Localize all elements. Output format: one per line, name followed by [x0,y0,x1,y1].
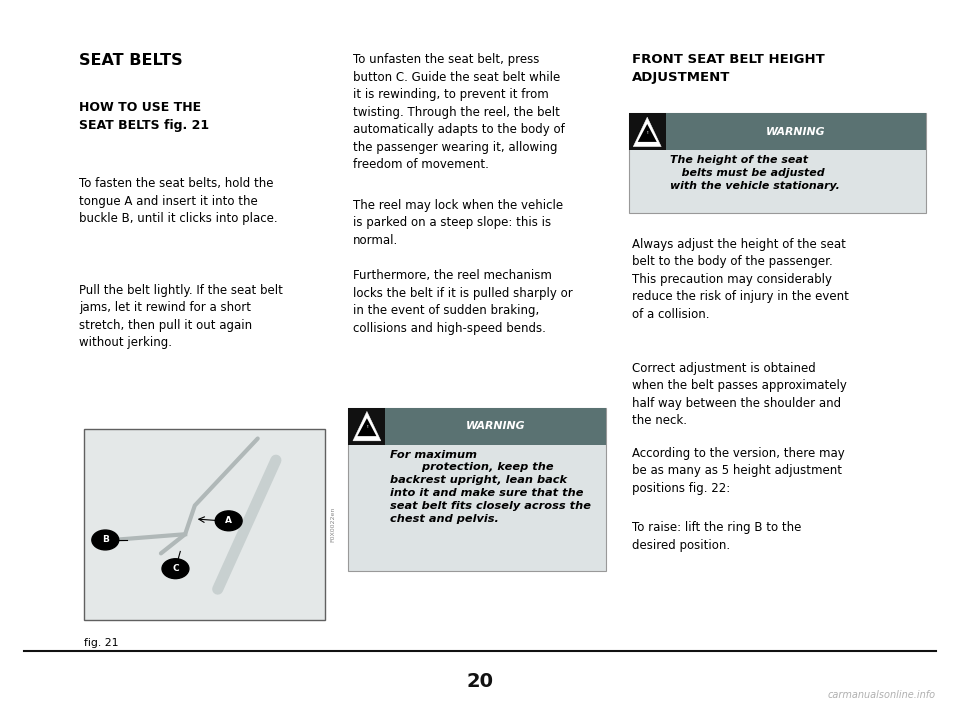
Text: To unfasten the seat belt, press
button C. Guide the seat belt while
it is rewin: To unfasten the seat belt, press button … [353,53,565,171]
Text: Pull the belt lightly. If the seat belt
jams, let it rewind for a short
stretch,: Pull the belt lightly. If the seat belt … [79,284,282,349]
FancyArrowPatch shape [218,460,276,589]
Circle shape [215,511,242,531]
Text: The reel may lock when the vehicle
is parked on a steep slope: this is
normal.: The reel may lock when the vehicle is pa… [353,199,564,247]
Circle shape [162,559,189,579]
Polygon shape [637,124,657,142]
Polygon shape [357,418,376,436]
Text: The height of the seat
   belts must be adjusted
with the vehicle stationary.: The height of the seat belts must be adj… [670,155,840,191]
Text: F0X0022en: F0X0022en [330,507,335,542]
FancyBboxPatch shape [629,113,926,213]
Text: To fasten the seat belts, hold the
tongue A and insert it into the
buckle B, unt: To fasten the seat belts, hold the tongu… [79,177,277,225]
FancyBboxPatch shape [665,113,926,150]
Text: SEAT BELTS: SEAT BELTS [79,53,182,68]
Text: Correct adjustment is obtained
when the belt passes approximately
half way betwe: Correct adjustment is obtained when the … [632,362,847,427]
Text: !: ! [366,425,368,429]
Text: To raise: lift the ring B to the
desired position.: To raise: lift the ring B to the desired… [632,521,801,552]
Text: WARNING: WARNING [466,421,525,431]
Text: carmanualsonline.info: carmanualsonline.info [828,691,936,700]
Text: FRONT SEAT BELT HEIGHT
ADJUSTMENT: FRONT SEAT BELT HEIGHT ADJUSTMENT [632,53,825,84]
Text: Always adjust the height of the seat
belt to the body of the passenger.
This pre: Always adjust the height of the seat bel… [632,238,849,320]
Text: fig. 21: fig. 21 [84,638,118,648]
FancyBboxPatch shape [385,408,606,445]
Text: WARNING: WARNING [766,127,826,137]
FancyBboxPatch shape [348,408,606,571]
Polygon shape [634,117,661,147]
FancyBboxPatch shape [629,113,665,150]
FancyBboxPatch shape [84,429,325,620]
Polygon shape [353,411,381,441]
Text: C: C [172,564,179,573]
Text: HOW TO USE THE
SEAT BELTS fig. 21: HOW TO USE THE SEAT BELTS fig. 21 [79,101,209,132]
Circle shape [92,530,119,550]
FancyBboxPatch shape [348,408,385,445]
Text: For maximum
        protection, keep the
backrest upright, lean back
into it and: For maximum protection, keep the backres… [390,450,591,523]
Text: B: B [102,535,108,545]
Text: Furthermore, the reel mechanism
locks the belt if it is pulled sharply or
in the: Furthermore, the reel mechanism locks th… [353,269,573,335]
Text: 20: 20 [467,672,493,691]
Text: !: ! [646,130,648,135]
Text: According to the version, there may
be as many as 5 height adjustment
positions : According to the version, there may be a… [632,447,845,495]
Text: A: A [226,516,232,525]
